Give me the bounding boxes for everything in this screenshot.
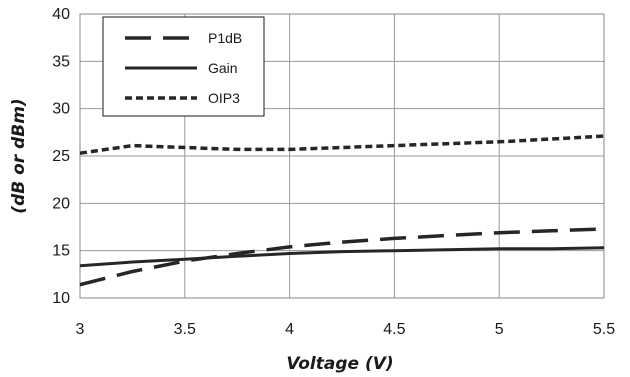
y-tick-label: 10	[52, 290, 70, 307]
series-lines	[79, 134, 605, 287]
y-tick-label: 25	[52, 148, 70, 165]
series-line-p1db	[79, 227, 605, 287]
x-tick-labels: 3 3.5 4 4.5 5 5.5	[76, 321, 616, 338]
legend: P1dB Gain OIP3	[102, 16, 265, 117]
y-tick-labels: 10 15 20 25 30 35 40	[52, 6, 70, 307]
x-tick-label: 4	[285, 321, 294, 338]
x-tick-label: 5	[495, 321, 504, 338]
legend-label-p1db: P1dB	[208, 30, 242, 46]
x-tick-label: 3	[76, 321, 85, 338]
y-tick-label: 40	[52, 6, 70, 23]
legend-label-gain: Gain	[208, 60, 238, 76]
plot-area-border	[79, 13, 605, 299]
y-axis-title: (dB or dBm)	[9, 98, 29, 213]
y-tick-label: 20	[52, 195, 70, 212]
x-tick-label: 4.5	[383, 321, 405, 338]
y-tick-label: 30	[52, 101, 70, 118]
x-tick-label: 5.5	[593, 321, 615, 338]
x-axis-title: Voltage (V)	[286, 354, 393, 374]
legend-label-oip3: OIP3	[208, 90, 240, 106]
x-tick-label: 3.5	[174, 321, 196, 338]
y-tick-label: 35	[52, 53, 70, 70]
series-line-gain	[79, 246, 605, 268]
y-tick-label: 15	[52, 243, 70, 260]
